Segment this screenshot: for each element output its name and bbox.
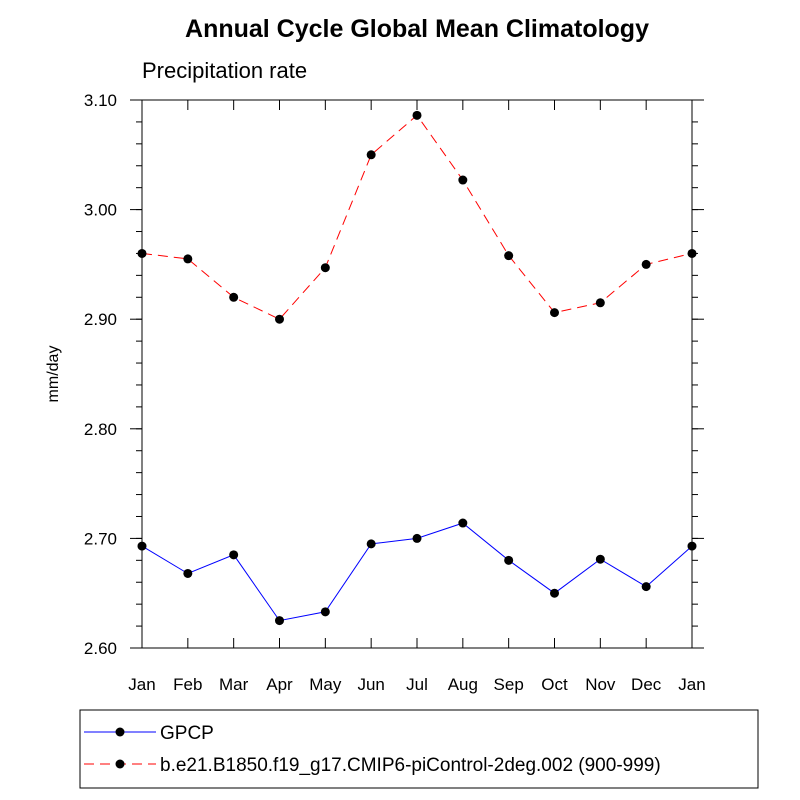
data-point-s0-12 (687, 541, 697, 551)
data-point-s1-2 (229, 292, 239, 302)
x-tick-label: Jan (678, 675, 705, 694)
chart-subtitle: Precipitation rate (142, 58, 307, 83)
y-axis-label: mm/day (45, 346, 62, 403)
data-point-s1-9 (550, 308, 559, 318)
data-point-s0-1 (183, 568, 193, 578)
data-point-s1-8 (504, 251, 514, 261)
data-point-s0-11 (641, 582, 651, 592)
data-point-s1-1 (183, 254, 193, 264)
plot-frame (141, 99, 693, 649)
data-point-s0-6 (412, 533, 422, 543)
y-tick-label: 3.00 (84, 201, 117, 220)
legend: GPCP b.e21.B1850.f19_g17.CMIP6-piControl-… (84, 723, 661, 776)
data-point-s0-8 (504, 555, 514, 565)
axis-ticks (130, 99, 704, 649)
data-point-s0-4 (320, 607, 330, 617)
data-point-s1-0 (137, 248, 147, 258)
data-point-s1-5 (366, 150, 376, 160)
data-point-s0-10 (595, 554, 605, 564)
legend-marker-0 (115, 727, 125, 737)
data-point-s0-3 (275, 616, 284, 626)
series-line-1 (141, 114, 693, 320)
y-tick-label: 2.70 (84, 529, 117, 548)
data-point-s0-7 (458, 518, 468, 528)
data-point-s1-7 (458, 175, 468, 185)
y-tick-labels: 2.60 2.70 2.80 2.90 3.00 3.10 (84, 91, 117, 658)
x-tick-label: Oct (541, 675, 568, 694)
y-tick-label: 3.10 (84, 91, 117, 110)
x-tick-labels: Jan Feb Mar Apr May Jun Jul Aug Sep Oct Nov Dec Jan (128, 675, 705, 694)
x-tick-label: Dec (631, 675, 662, 694)
x-tick-label: Sep (494, 675, 524, 694)
y-tick-label: 2.90 (84, 310, 117, 329)
legend-marker-1 (115, 759, 125, 769)
x-tick-label: Jul (406, 675, 428, 694)
x-tick-label: Nov (585, 675, 616, 694)
y-tick-label: 2.80 (84, 420, 117, 439)
x-tick-label: Feb (173, 675, 202, 694)
x-tick-label: Jun (357, 675, 384, 694)
data-point-s1-3 (275, 314, 284, 324)
data-point-s1-12 (687, 248, 697, 258)
x-tick-label: May (309, 675, 342, 694)
x-tick-label: Mar (219, 675, 249, 694)
legend-label-1: b.e21.B1850.f19_g17.CMIP6-piControl-2deg… (160, 755, 661, 776)
data-point-s0-5 (366, 539, 376, 549)
y-tick-label: 2.60 (84, 639, 117, 658)
x-tick-label: Apr (266, 675, 293, 694)
data-point-s0-2 (229, 550, 239, 560)
chart-title: Annual Cycle Global Mean Climatology (185, 15, 649, 43)
data-point-s1-4 (320, 263, 330, 273)
x-tick-label: Jan (128, 675, 155, 694)
data-point-s0-0 (137, 541, 147, 551)
data-point-s1-10 (595, 298, 605, 308)
legend-label-0: GPCP (160, 723, 214, 744)
data-point-s1-11 (641, 259, 651, 269)
x-tick-label: Aug (448, 675, 478, 694)
series-layer (137, 110, 697, 626)
data-point-s1-6 (412, 110, 422, 120)
legend-box (79, 709, 759, 789)
data-point-s0-9 (550, 588, 559, 598)
